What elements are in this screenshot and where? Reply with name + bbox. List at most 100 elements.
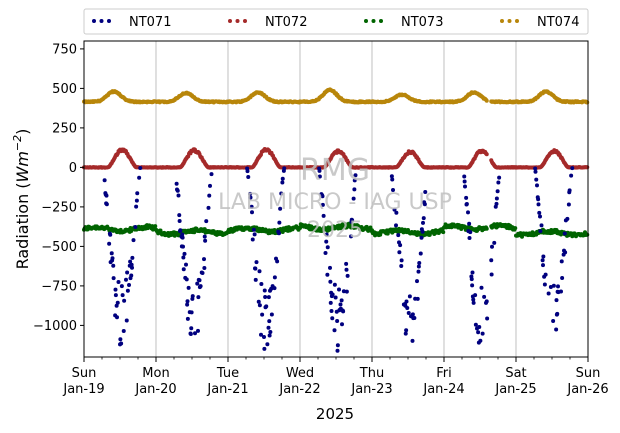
point-NT073 (441, 230, 446, 235)
point-NT071 (324, 239, 329, 244)
point-NT071 (328, 300, 333, 305)
point-NT071 (404, 328, 409, 333)
point-NT071 (195, 281, 200, 286)
legend-marker (99, 19, 104, 23)
point-NT071 (320, 202, 325, 207)
point-NT071 (259, 332, 263, 337)
legend-marker (235, 19, 240, 23)
point-NT071 (467, 221, 472, 226)
point-NT071 (462, 174, 467, 179)
legend-entry: NT072 (228, 15, 307, 30)
x-tick-date: Jan-22 (278, 382, 320, 397)
point-NT071 (280, 176, 285, 181)
y-axis-label: Radiation (Wm−2) (11, 129, 32, 270)
x-tick-day: Wed (286, 366, 314, 381)
point-NT071 (535, 183, 539, 188)
x-tick-day: Sat (505, 366, 526, 381)
point-NT071 (125, 288, 130, 293)
point-NT071 (135, 191, 140, 196)
point-NT071 (104, 193, 109, 198)
point-NT073 (585, 232, 590, 237)
point-NT071 (129, 273, 134, 278)
point-NT071 (177, 218, 182, 223)
point-NT071 (130, 255, 135, 260)
point-NT071 (275, 259, 280, 264)
point-NT073 (153, 224, 158, 229)
point-NT071 (253, 277, 258, 282)
legend-marker (515, 19, 519, 23)
point-NT071 (541, 263, 545, 268)
point-NT071 (476, 330, 481, 335)
point-NT071 (185, 302, 190, 307)
point-NT071 (184, 277, 189, 282)
point-NT071 (180, 232, 185, 237)
point-NT071 (120, 293, 125, 298)
point-NT071 (566, 202, 571, 207)
point-NT071 (190, 294, 195, 299)
point-NT071 (102, 178, 107, 183)
x-tick-date: Jan-21 (206, 382, 248, 397)
point-NT071 (279, 191, 284, 196)
point-NT071 (128, 259, 133, 264)
x-tick-day: Sun (72, 366, 97, 381)
x-tick-date: Jan-26 (566, 382, 608, 397)
point-NT071 (175, 188, 180, 193)
legend-marker (379, 19, 383, 23)
point-NT071 (470, 270, 475, 275)
point-NT073 (254, 225, 259, 230)
point-NT071 (185, 299, 190, 304)
legend-marker (228, 19, 232, 23)
point-NT071 (398, 243, 403, 248)
point-NT071 (109, 251, 114, 256)
legend-marker (507, 19, 512, 23)
point-NT071 (533, 166, 538, 171)
point-NT071 (134, 204, 139, 209)
point-NT071 (471, 300, 476, 305)
point-NT071 (542, 282, 547, 287)
point-NT071 (468, 230, 473, 235)
point-NT071 (570, 166, 575, 171)
point-NT071 (559, 289, 563, 294)
legend-marker (243, 19, 247, 23)
point-NT071 (119, 341, 124, 346)
point-NT071 (396, 233, 401, 238)
point-NT071 (181, 255, 186, 260)
point-NT071 (317, 168, 322, 173)
point-NT071 (254, 260, 259, 265)
point-NT071 (278, 206, 283, 211)
point-NT071 (546, 291, 551, 296)
point-NT071 (332, 328, 337, 333)
point-NT071 (196, 295, 201, 300)
x-axis-label: 2025 (316, 405, 354, 423)
point-NT071 (489, 258, 494, 263)
y-tick-label: −500 (41, 240, 77, 255)
point-NT071 (189, 326, 194, 331)
point-NT071 (198, 284, 203, 289)
point-NT071 (250, 210, 254, 215)
point-NT071 (338, 302, 343, 307)
point-NT071 (537, 210, 542, 215)
point-NT071 (480, 331, 485, 336)
point-NT071 (494, 201, 499, 206)
legend: NT071 NT072 NT073 NT074 (83, 8, 589, 35)
point-NT071 (208, 183, 212, 188)
point-NT071 (479, 285, 484, 290)
point-NT071 (536, 202, 541, 207)
point-NT073 (513, 226, 518, 231)
point-NT071 (350, 218, 355, 223)
point-NT071 (467, 235, 472, 240)
point-NT071 (341, 289, 346, 294)
point-NT071 (277, 231, 281, 236)
point-NT071 (341, 309, 346, 314)
point-NT071 (352, 178, 357, 183)
point-NT071 (246, 175, 251, 180)
point-NT071 (317, 174, 322, 179)
point-NT071 (181, 267, 186, 272)
point-NT071 (325, 272, 330, 277)
point-NT071 (422, 202, 427, 207)
point-NT071 (185, 316, 190, 321)
x-axis: SunJan-19MonJan-20TueJan-21WedJan-22ThuJ… (62, 357, 609, 397)
point-NT071 (394, 210, 399, 215)
point-NT071 (541, 254, 546, 259)
point-NT071 (478, 338, 483, 343)
